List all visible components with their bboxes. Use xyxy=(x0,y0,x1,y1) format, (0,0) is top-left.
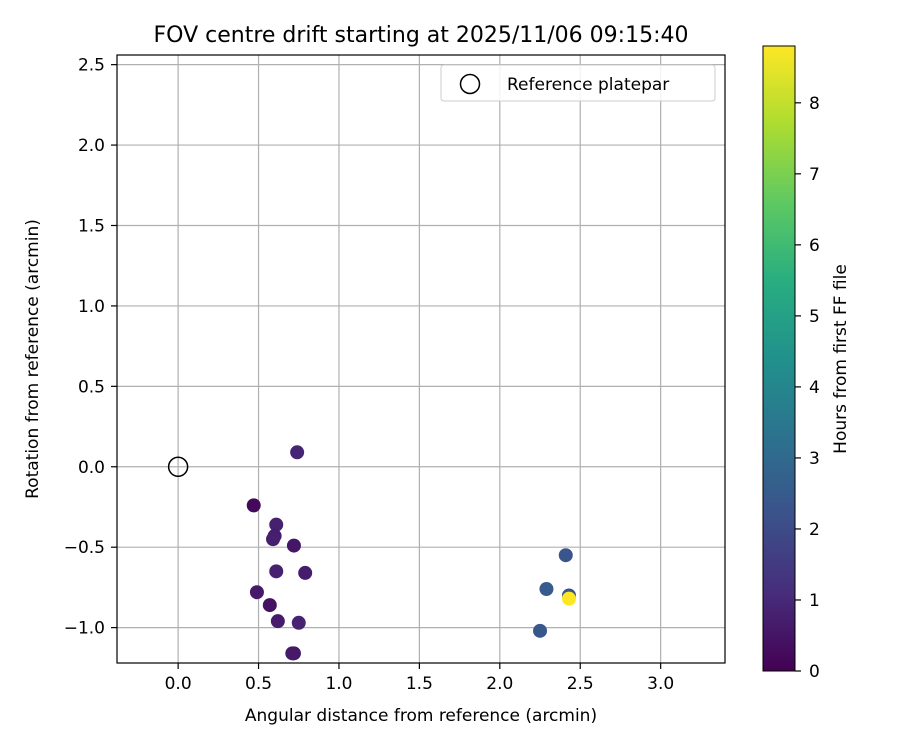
data-point xyxy=(290,445,305,460)
data-point xyxy=(533,623,548,638)
x-axis-ticks: 0.0 0.5 1.0 1.5 2.0 2.5 3.0 xyxy=(165,663,674,694)
colorbar-tick-label: 7 xyxy=(809,165,820,185)
chart-title: FOV centre drift starting at 2025/11/06 … xyxy=(154,23,689,48)
data-point xyxy=(558,548,573,563)
y-tick-label: 1.0 xyxy=(78,297,105,317)
data-point xyxy=(270,614,285,629)
y-tick-label: 2.5 xyxy=(78,56,105,76)
colorbar-tick-label: 0 xyxy=(809,662,820,682)
grid-lines xyxy=(117,55,725,663)
y-axis-label: Rotation from reference (arcmin) xyxy=(23,219,43,499)
data-point xyxy=(266,532,281,547)
legend-box xyxy=(440,64,716,102)
reference-marker-group xyxy=(167,456,189,478)
x-tick-label: 1.5 xyxy=(406,674,433,694)
y-tick-label: 0.5 xyxy=(78,377,105,397)
colorbar xyxy=(762,45,796,672)
data-point xyxy=(249,585,264,600)
plot-frame xyxy=(116,54,726,664)
y-tick-label: −0.5 xyxy=(64,538,105,558)
data-point xyxy=(285,646,300,661)
x-tick-label: 3.0 xyxy=(647,674,674,694)
data-point xyxy=(291,615,306,630)
y-tick-label: 1.5 xyxy=(78,216,105,236)
y-tick-label: 0.0 xyxy=(78,458,105,478)
data-point xyxy=(246,498,261,513)
colorbar-tick-label: 4 xyxy=(809,378,820,398)
colorbar-tick-label: 6 xyxy=(809,236,820,256)
x-tick-label: 2.5 xyxy=(567,674,594,694)
colorbar-tick-label: 8 xyxy=(809,94,820,114)
legend-label: Reference platepar xyxy=(507,75,669,95)
y-tick-label: −1.0 xyxy=(64,619,105,639)
colorbar-tick-label: 3 xyxy=(809,449,820,469)
x-axis-label: Angular distance from reference (arcmin) xyxy=(245,706,597,726)
x-tick-label: 2.0 xyxy=(486,674,513,694)
colorbar-tick-label: 2 xyxy=(809,520,820,540)
colorbar-tick-label: 5 xyxy=(809,307,820,327)
data-point xyxy=(269,564,284,579)
x-tick-label: 0.0 xyxy=(165,674,192,694)
y-axis-ticks: −1.0 −0.5 0.0 0.5 1.0 1.5 2.0 2.5 xyxy=(64,56,117,639)
colorbar-tick-label: 1 xyxy=(809,591,820,611)
colorbar-ticks: 0 1 2 3 4 5 6 7 8 xyxy=(795,94,820,682)
data-point xyxy=(262,598,277,613)
colorbar-label: Hours from first FF file xyxy=(831,264,851,454)
data-point xyxy=(269,517,284,532)
data-point xyxy=(539,582,554,597)
data-point xyxy=(561,591,576,606)
data-point xyxy=(298,565,313,580)
x-tick-label: 1.0 xyxy=(325,674,352,694)
data-point xyxy=(286,538,301,553)
legend: Reference platepar xyxy=(440,64,716,102)
scatter-points xyxy=(246,445,576,661)
legend-marker-icon xyxy=(459,73,481,95)
y-tick-label: 2.0 xyxy=(78,136,105,156)
x-tick-label: 0.5 xyxy=(245,674,272,694)
reference-marker xyxy=(167,456,189,478)
